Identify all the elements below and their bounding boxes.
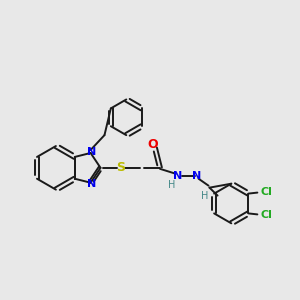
Text: N: N: [192, 171, 201, 181]
Text: Cl: Cl: [260, 210, 272, 220]
Text: N: N: [87, 147, 96, 157]
Text: N: N: [87, 179, 96, 189]
Text: O: O: [148, 138, 158, 151]
Text: H: H: [168, 180, 175, 190]
Text: Cl: Cl: [260, 187, 272, 196]
Text: H: H: [201, 190, 208, 201]
Text: N: N: [173, 171, 182, 181]
Text: S: S: [116, 161, 125, 174]
